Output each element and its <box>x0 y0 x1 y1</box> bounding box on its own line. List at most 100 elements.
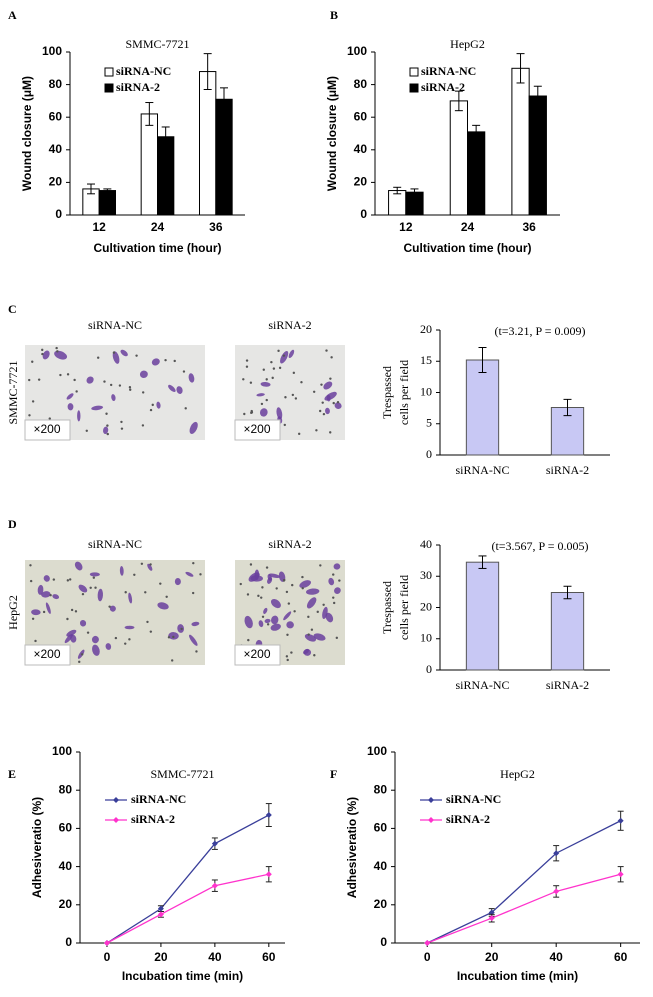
pore <box>332 596 335 599</box>
pore <box>282 354 286 357</box>
pore <box>285 590 289 594</box>
cell <box>151 358 160 366</box>
pore <box>52 578 56 581</box>
pore <box>307 615 310 619</box>
pore <box>120 427 124 430</box>
pore <box>81 592 85 596</box>
bar <box>98 190 116 216</box>
pore <box>262 368 265 371</box>
pore <box>149 408 153 412</box>
chart-title: SMMC-7721 <box>150 767 214 781</box>
cell <box>78 584 88 593</box>
error-bar <box>454 90 463 112</box>
pore <box>94 586 97 589</box>
chart-panel: A SMMC-7721 0 20 40 60 80 100 Wound closure (μM)… <box>8 8 245 255</box>
bar <box>157 136 175 216</box>
y-tick-label: 40 <box>374 859 388 873</box>
pore <box>81 653 84 656</box>
cell <box>52 594 60 600</box>
y-tick-label: 100 <box>367 744 387 758</box>
error-bar <box>161 126 170 148</box>
x-tick-label: siRNA-NC <box>455 678 509 692</box>
x-axis-label: Incubation time (min) <box>122 969 243 983</box>
annotation: (t=3.21, P = 0.009) <box>494 324 585 338</box>
cell <box>264 618 271 624</box>
pore <box>260 402 264 406</box>
y-tick-label: 100 <box>42 44 62 58</box>
pore <box>286 658 289 662</box>
marker <box>617 871 624 878</box>
pore <box>49 594 52 597</box>
pore <box>59 373 62 377</box>
legend-swatch <box>104 83 114 93</box>
pore <box>277 349 280 353</box>
pore <box>172 635 175 639</box>
cell <box>322 606 328 620</box>
pore <box>319 564 322 567</box>
chart-panel: 0 5 10 15 20 Trespassed cells per field (t=3.21… <box>380 322 610 477</box>
bar <box>215 98 233 216</box>
y-tick-label: 30 <box>420 568 432 582</box>
y-tick-label: 80 <box>354 77 368 91</box>
legend-swatch <box>104 67 114 77</box>
y-axis-label: cells per field <box>397 360 411 425</box>
y-tick-label: 10 <box>420 384 432 398</box>
cell <box>191 621 200 627</box>
x-tick-label: 0 <box>424 950 431 964</box>
x-axis-label: Cultivation time (hour) <box>94 241 222 255</box>
cell <box>286 621 294 629</box>
pore <box>321 401 324 404</box>
legend-label: siRNA-2 <box>446 812 490 826</box>
chart-panel: B HepG2 0 20 40 60 80 100 Wound closure (μM) Cult… <box>325 8 560 255</box>
chart-title: SMMC-7721 <box>125 37 189 51</box>
pore <box>329 377 332 380</box>
pore <box>37 378 41 381</box>
pore <box>184 407 187 410</box>
cell <box>276 407 283 420</box>
cell <box>244 615 253 629</box>
panel-label: C <box>8 302 17 316</box>
y-axis-label: Trespassed <box>380 581 394 634</box>
pore <box>335 636 339 640</box>
y-tick-label: 40 <box>354 142 368 156</box>
pore <box>313 654 316 657</box>
x-tick-label: 0 <box>104 950 111 964</box>
cell <box>288 349 295 359</box>
pore <box>307 633 310 636</box>
panel-label: A <box>8 8 17 22</box>
y-axis-label: Trespassed <box>380 366 394 419</box>
y-tick-label: 0 <box>426 662 432 676</box>
pore <box>265 566 269 569</box>
cell <box>105 643 112 650</box>
pore <box>332 601 336 605</box>
chart-title: HepG2 <box>500 767 535 781</box>
cell <box>260 408 268 417</box>
pore <box>312 390 316 393</box>
pore <box>69 578 72 581</box>
x-tick-label: 40 <box>550 950 564 964</box>
cell <box>258 620 264 628</box>
x-tick-label: 36 <box>209 220 223 234</box>
pore <box>31 617 35 621</box>
pore <box>56 350 59 353</box>
scale-box <box>24 419 71 441</box>
pore <box>73 378 76 382</box>
pore <box>261 615 265 619</box>
pore <box>170 659 174 662</box>
cell <box>45 602 51 614</box>
pore <box>249 381 253 384</box>
pore <box>243 412 246 416</box>
y-tick-label: 40 <box>49 142 63 156</box>
chart-panel: F HepG2 0 20 40 60 80 100 Adhesiveratio (%) Incub… <box>330 744 640 983</box>
cell <box>91 635 99 644</box>
pore <box>149 563 152 566</box>
cell <box>271 615 279 625</box>
cell <box>66 629 77 637</box>
cell <box>79 620 87 627</box>
x-tick-label: 60 <box>614 950 628 964</box>
legend-label: siRNA-NC <box>131 792 186 806</box>
pore <box>124 642 127 645</box>
error-bar <box>563 585 572 600</box>
scale-label: ×200 <box>33 647 60 661</box>
